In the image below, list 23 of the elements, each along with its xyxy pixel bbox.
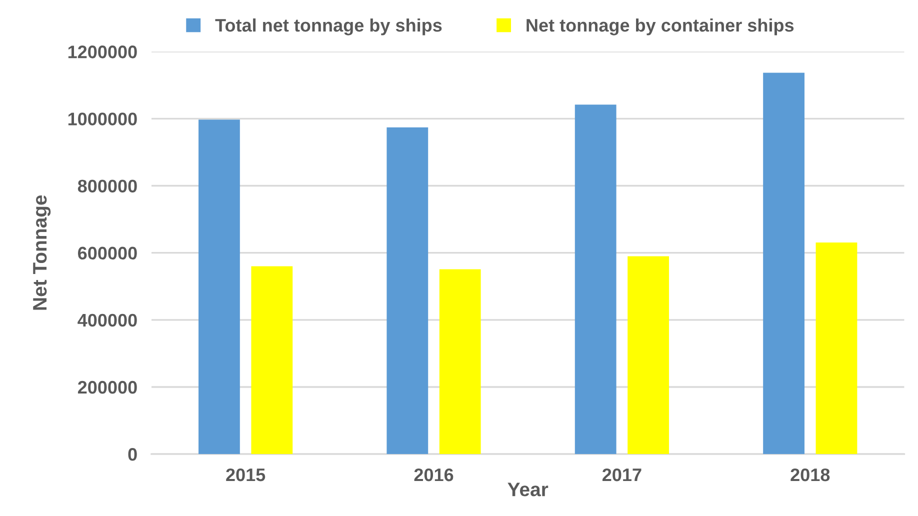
x-axis-title: Year bbox=[508, 482, 548, 496]
bar bbox=[386, 127, 428, 454]
bar bbox=[439, 269, 481, 454]
bar bbox=[251, 266, 293, 454]
x-tick-label: 2016 bbox=[414, 468, 454, 482]
y-tick-label: 1200000 bbox=[68, 46, 137, 58]
x-tick-label: 2017 bbox=[602, 468, 642, 482]
x-tick-label: 2015 bbox=[226, 468, 266, 482]
x-tick-label: 2018 bbox=[790, 468, 830, 482]
y-tick-label: 800000 bbox=[78, 180, 137, 192]
y-axis-title: Net Tonnage bbox=[33, 195, 51, 310]
y-tick-label: 200000 bbox=[78, 380, 137, 394]
legend-label: Net tonnage by container ships bbox=[526, 18, 794, 36]
bar bbox=[574, 104, 616, 454]
bar bbox=[628, 256, 669, 454]
y-tick-label: 0 bbox=[128, 448, 137, 461]
bar bbox=[816, 242, 858, 454]
bar bbox=[763, 72, 804, 454]
y-tick-label: 400000 bbox=[78, 314, 137, 327]
y-tick-label: 1000000 bbox=[68, 112, 137, 126]
bar bbox=[198, 120, 240, 454]
legend-label: Total net tonnage by ships bbox=[215, 18, 442, 36]
y-tick-label: 600000 bbox=[78, 246, 137, 260]
